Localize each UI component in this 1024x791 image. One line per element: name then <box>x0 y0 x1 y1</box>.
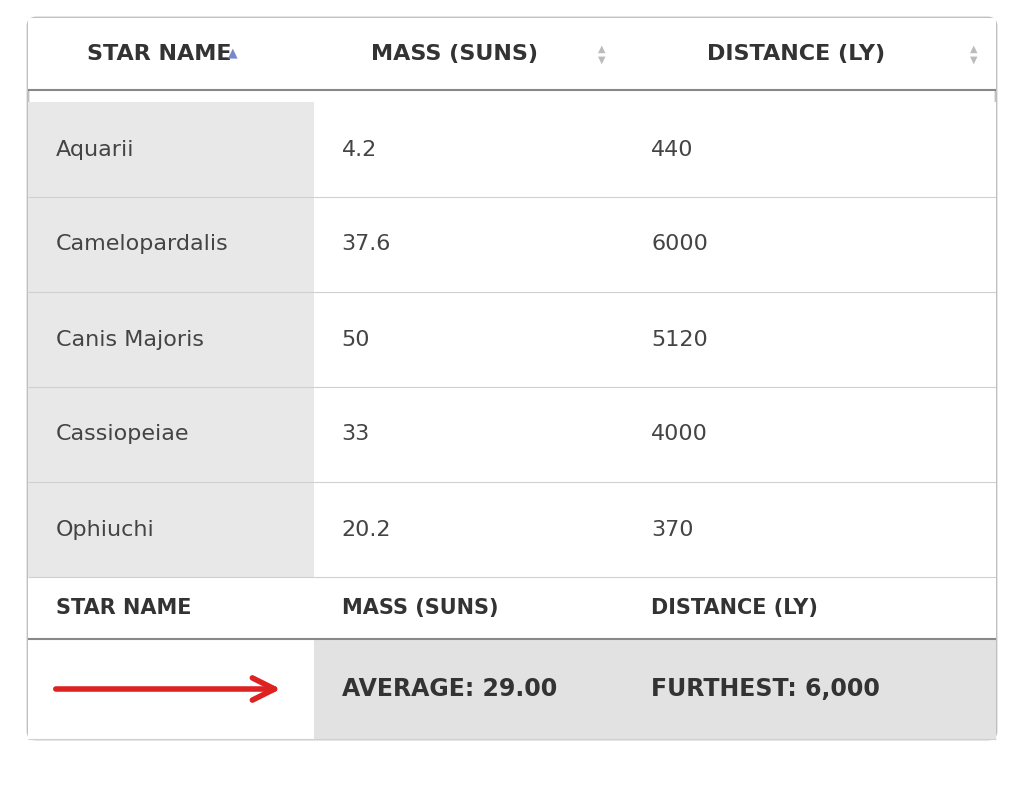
Text: ▼: ▼ <box>971 55 978 65</box>
Bar <box>28 292 313 387</box>
Text: ▲: ▲ <box>971 44 978 54</box>
Bar <box>313 387 996 482</box>
Bar <box>313 639 996 739</box>
Text: ▲: ▲ <box>228 47 238 59</box>
Text: 370: 370 <box>651 520 694 539</box>
Bar <box>28 197 313 292</box>
Text: STAR NAME: STAR NAME <box>87 44 231 64</box>
Text: 50: 50 <box>342 330 370 350</box>
Text: FURTHEST: 6,000: FURTHEST: 6,000 <box>651 677 881 701</box>
Text: 5120: 5120 <box>651 330 708 350</box>
Text: 33: 33 <box>342 425 370 445</box>
Text: Canis Majoris: Canis Majoris <box>56 330 204 350</box>
Bar <box>313 482 996 577</box>
Text: Camelopardalis: Camelopardalis <box>56 234 228 255</box>
Text: DISTANCE (LY): DISTANCE (LY) <box>651 598 818 618</box>
Text: ▲: ▲ <box>598 44 605 54</box>
Bar <box>313 102 996 197</box>
Bar <box>313 292 996 387</box>
Text: 4.2: 4.2 <box>342 139 377 160</box>
Bar <box>313 197 996 292</box>
Text: Cassiopeiae: Cassiopeiae <box>56 425 189 445</box>
Text: Ophiuchi: Ophiuchi <box>56 520 155 539</box>
Text: ▼: ▼ <box>598 55 605 65</box>
Bar <box>28 577 996 639</box>
Text: 4000: 4000 <box>651 425 709 445</box>
Text: MASS (SUNS): MASS (SUNS) <box>371 44 538 64</box>
Text: AVERAGE: 29.00: AVERAGE: 29.00 <box>342 677 557 701</box>
Text: DISTANCE (LY): DISTANCE (LY) <box>707 44 885 64</box>
Text: 37.6: 37.6 <box>342 234 391 255</box>
Text: 440: 440 <box>651 139 694 160</box>
Bar <box>28 18 996 90</box>
Text: Aquarii: Aquarii <box>56 139 134 160</box>
Text: 6000: 6000 <box>651 234 709 255</box>
FancyBboxPatch shape <box>28 18 996 739</box>
Text: MASS (SUNS): MASS (SUNS) <box>342 598 498 618</box>
Bar <box>28 482 313 577</box>
Text: STAR NAME: STAR NAME <box>56 598 191 618</box>
Bar <box>28 387 313 482</box>
Text: 20.2: 20.2 <box>342 520 391 539</box>
Bar <box>28 102 313 197</box>
Bar <box>28 639 313 739</box>
